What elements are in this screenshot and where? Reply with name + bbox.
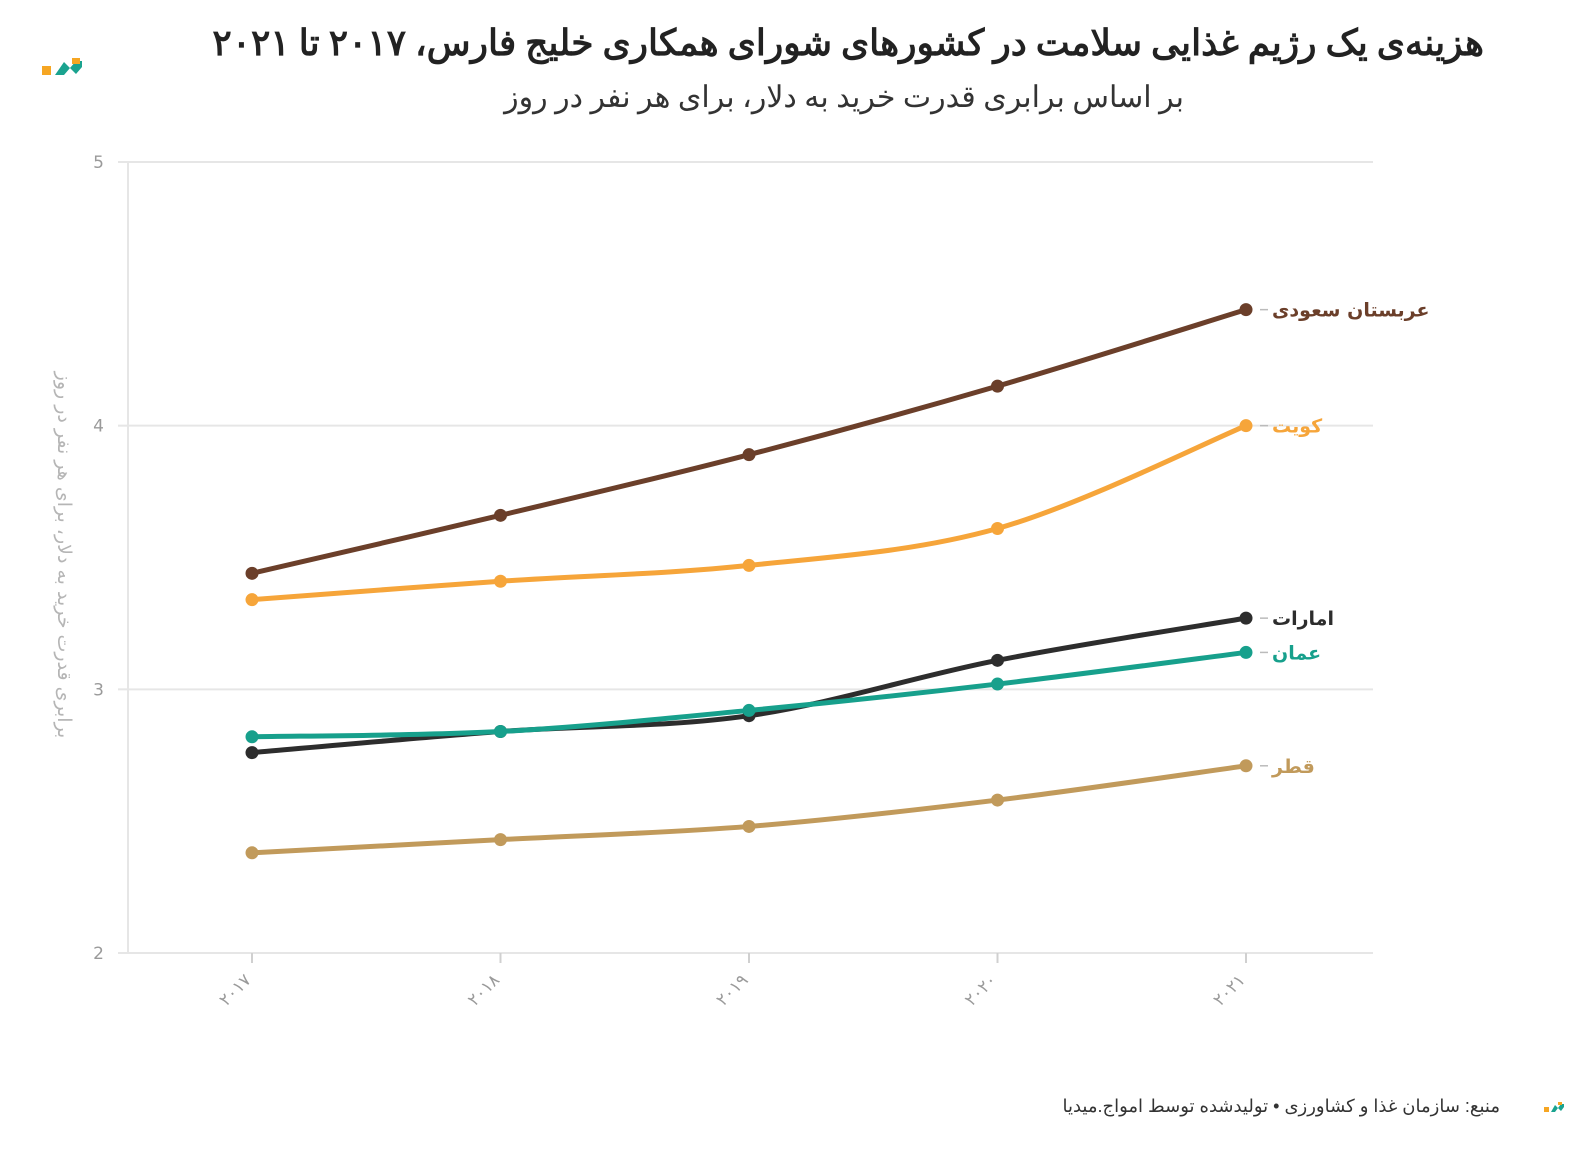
- series-label: قطر: [1271, 756, 1315, 778]
- y-tick-label: 4: [93, 417, 104, 437]
- data-point: [1239, 419, 1253, 433]
- data-point: [245, 730, 259, 744]
- chart-subtitle: بر اساس برابری قدرت خرید به دلار، برای ه…: [504, 81, 1184, 114]
- data-point: [991, 653, 1004, 667]
- data-point: [1239, 303, 1253, 317]
- y-tick-label: 5: [93, 153, 104, 173]
- data-point: [245, 566, 259, 580]
- x-tick-label: ۲۰۲۰: [961, 970, 1001, 1010]
- series-label: عربستان سعودی: [1272, 300, 1429, 322]
- series-label: امارات: [1272, 608, 1334, 630]
- y-tick-label: 3: [93, 680, 104, 700]
- x-tick-labels: ۲۰۱۷ ۲۰۱۸ ۲۰۱۹ ۲۰۲۰ ۲۰۲۱: [216, 953, 1250, 1010]
- y-tick-label: 2: [93, 944, 104, 964]
- data-point: [742, 819, 756, 833]
- data-point: [245, 746, 259, 760]
- data-point: [742, 703, 756, 717]
- series-line: [249, 763, 1249, 856]
- series-lines: عربستان سعودی کویت امارات عمان قطر: [245, 300, 1429, 860]
- data-point: [991, 521, 1004, 535]
- x-tick-label: ۲۰۱۸: [464, 970, 504, 1010]
- chart-title: هزینه‌ی یک رژیم غذایی سلامت در کشورهای ش…: [212, 23, 1484, 63]
- series-line: [249, 307, 1249, 576]
- series-4: قطر: [245, 756, 1315, 860]
- data-point: [1239, 611, 1253, 625]
- data-point: [991, 379, 1004, 393]
- series-line: [249, 649, 1249, 740]
- y-axis-label: برابری قدرت خرید به دلار، برای هر نفر در…: [53, 371, 75, 739]
- grid-lines: [118, 161, 1373, 954]
- amwaj-small-logo-icon: [1544, 1099, 1564, 1118]
- source-footer: منبع: سازمان غذا و کشاورزی • تولیدشده تو…: [1062, 1096, 1500, 1116]
- series-label: کویت: [1272, 416, 1323, 438]
- y-tick-labels: 2 3 4 5: [93, 153, 104, 964]
- series-label: عمان: [1272, 642, 1321, 664]
- data-point: [991, 793, 1004, 807]
- x-tick-label: ۲۰۱۷: [216, 970, 256, 1010]
- data-point: [494, 574, 507, 588]
- data-point: [245, 846, 259, 860]
- data-point: [1239, 645, 1253, 659]
- data-point: [245, 593, 259, 607]
- data-point: [1239, 759, 1253, 773]
- data-point: [494, 833, 507, 847]
- data-point: [742, 448, 756, 462]
- amwaj-logo-icon: [42, 58, 84, 82]
- x-tick-label: ۲۰۲۱: [1210, 970, 1250, 1010]
- series-0: عربستان سعودی: [245, 300, 1429, 580]
- data-point: [742, 558, 756, 572]
- data-point: [494, 508, 507, 522]
- data-point: [494, 725, 507, 739]
- series-3: عمان: [245, 642, 1321, 744]
- data-point: [991, 677, 1004, 691]
- series-1: کویت: [245, 416, 1323, 607]
- x-tick-label: ۲۰۱۹: [713, 970, 753, 1010]
